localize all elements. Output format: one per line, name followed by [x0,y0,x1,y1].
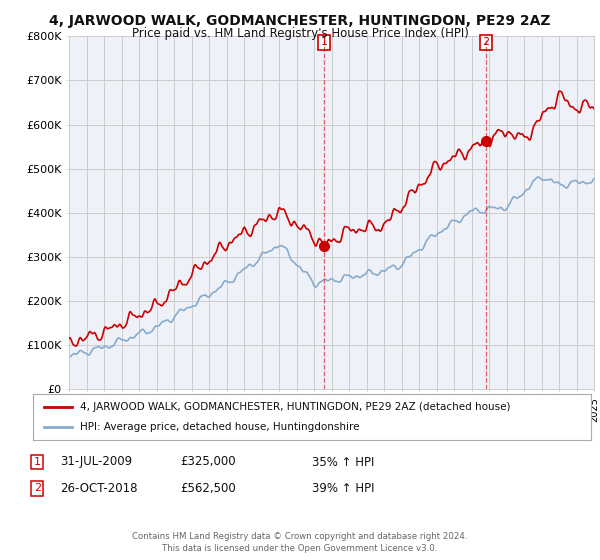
Text: 39% ↑ HPI: 39% ↑ HPI [312,482,374,495]
Text: 26-OCT-2018: 26-OCT-2018 [60,482,137,495]
Text: 1: 1 [320,38,328,47]
Text: 4, JARWOOD WALK, GODMANCHESTER, HUNTINGDON, PE29 2AZ: 4, JARWOOD WALK, GODMANCHESTER, HUNTINGD… [49,14,551,28]
Text: £325,000: £325,000 [180,455,236,469]
Text: 2: 2 [34,483,41,493]
Text: 35% ↑ HPI: 35% ↑ HPI [312,455,374,469]
Text: HPI: Average price, detached house, Huntingdonshire: HPI: Average price, detached house, Hunt… [80,422,360,432]
Text: Contains HM Land Registry data © Crown copyright and database right 2024.
This d: Contains HM Land Registry data © Crown c… [132,533,468,553]
Text: £562,500: £562,500 [180,482,236,495]
Text: 1: 1 [34,457,41,467]
Text: Price paid vs. HM Land Registry's House Price Index (HPI): Price paid vs. HM Land Registry's House … [131,27,469,40]
Text: 31-JUL-2009: 31-JUL-2009 [60,455,132,469]
Text: 2: 2 [482,38,490,47]
Text: 4, JARWOOD WALK, GODMANCHESTER, HUNTINGDON, PE29 2AZ (detached house): 4, JARWOOD WALK, GODMANCHESTER, HUNTINGD… [80,402,511,412]
